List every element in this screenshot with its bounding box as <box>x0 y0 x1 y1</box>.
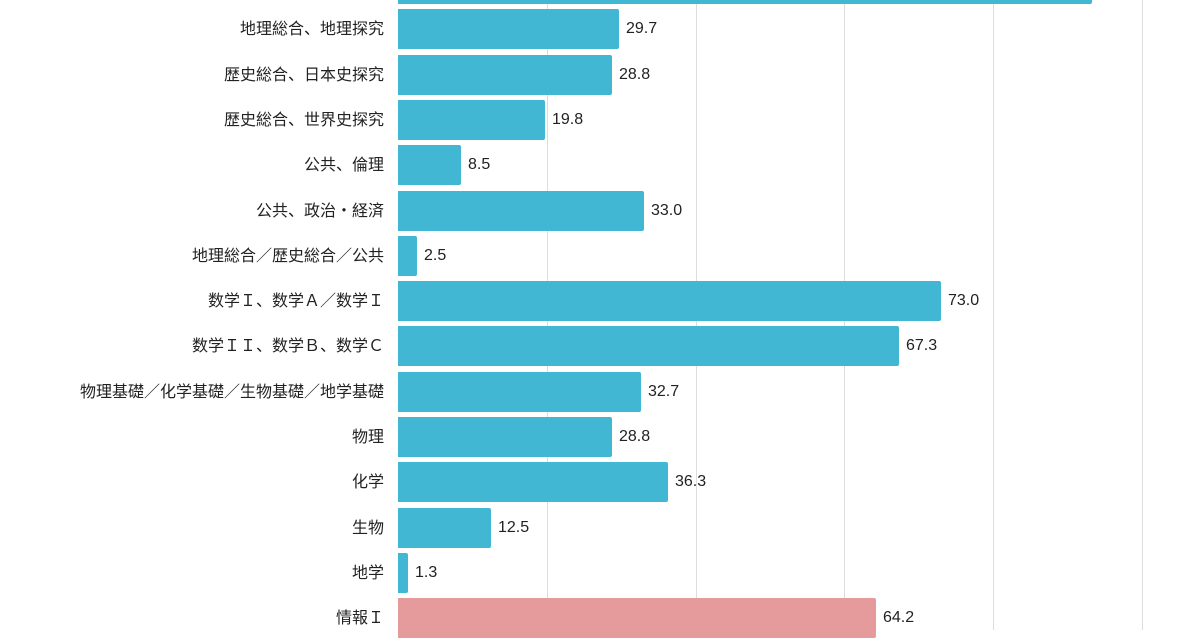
bar-row: 公共、倫理 8.5 <box>0 145 1200 190</box>
category-label: 物理基礎／化学基礎／生物基礎／地学基礎 <box>79 382 384 401</box>
bar-row: 地理総合／歴史総合／公共 2.5 <box>0 236 1200 281</box>
category-label: 歴史総合、世界史探究 <box>223 110 384 129</box>
value-label: 33.0 <box>651 202 683 219</box>
bar <box>398 417 612 457</box>
bar <box>398 0 1092 4</box>
gridline <box>1142 0 1143 630</box>
bar-row: 地学 1.3 <box>0 553 1200 598</box>
bar-row: 物理基礎／化学基礎／生物基礎／地学基礎 32.7 <box>0 372 1200 417</box>
value-label: 29.7 <box>626 20 658 37</box>
value-label: 28.8 <box>619 428 651 445</box>
value-label: 73.0 <box>948 292 980 309</box>
bar <box>398 372 641 412</box>
value-label: 2.5 <box>424 247 447 264</box>
category-label: 物理 <box>351 427 384 446</box>
bar-row: 化学 36.3 <box>0 462 1200 507</box>
bar-row: 地理総合、地理探究 29.7 <box>0 9 1200 54</box>
category-label: 公共、倫理 <box>303 155 384 174</box>
bar <box>398 326 899 366</box>
category-label: 生物 <box>351 518 384 537</box>
value-label: 12.5 <box>498 519 530 536</box>
bar-row: 歴史総合、日本史探究 28.8 <box>0 55 1200 100</box>
value-label: 8.5 <box>468 156 491 173</box>
value-label: 28.8 <box>619 66 651 83</box>
bar-row: 歴史総合、世界史探究 19.8 <box>0 100 1200 145</box>
bar-row: 情報Ｉ 64.2 <box>0 598 1200 643</box>
bar <box>398 236 417 276</box>
bar-row: 物理 28.8 <box>0 417 1200 462</box>
bar <box>398 553 408 593</box>
value-label: 1.3 <box>415 564 438 581</box>
bar <box>398 598 876 638</box>
category-label: 数学ＩＩ、数学Ｂ、数学Ｃ <box>191 336 384 355</box>
value-label: 64.2 <box>883 609 915 626</box>
category-label: 地学 <box>351 563 384 582</box>
bar <box>398 191 644 231</box>
category-label: 化学 <box>351 472 384 491</box>
bar-row: 数学ＩＩ、数学Ｂ、数学Ｃ 67.3 <box>0 326 1200 371</box>
bar <box>398 508 491 548</box>
bar <box>398 9 619 49</box>
bar <box>398 145 461 185</box>
bar <box>398 55 612 95</box>
category-label: 情報Ｉ <box>335 608 384 627</box>
value-label: 67.3 <box>906 337 938 354</box>
value-label: 32.7 <box>648 383 680 400</box>
value-label: 36.3 <box>675 473 707 490</box>
value-label: 19.8 <box>552 111 584 128</box>
bar <box>398 281 941 321</box>
category-label: 歴史総合、日本史探究 <box>223 65 384 84</box>
gridline <box>993 0 994 630</box>
category-label: 地理総合、地理探究 <box>239 19 384 38</box>
category-label: 数学Ｉ、数学Ａ／数学Ｉ <box>207 291 384 310</box>
bar-row: 公共、政治・経済 33.0 <box>0 191 1200 236</box>
category-label: 地理総合／歴史総合／公共 <box>191 246 384 265</box>
bar-row <box>0 0 1200 9</box>
bar-row: 生物 12.5 <box>0 508 1200 553</box>
bar-row: 数学Ｉ、数学Ａ／数学Ｉ 73.0 <box>0 281 1200 326</box>
bar <box>398 462 668 502</box>
bar <box>398 100 545 140</box>
category-label: 公共、政治・経済 <box>255 201 384 220</box>
